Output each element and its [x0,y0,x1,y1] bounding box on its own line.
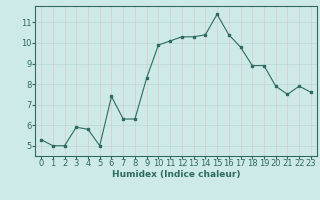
X-axis label: Humidex (Indice chaleur): Humidex (Indice chaleur) [112,170,240,179]
